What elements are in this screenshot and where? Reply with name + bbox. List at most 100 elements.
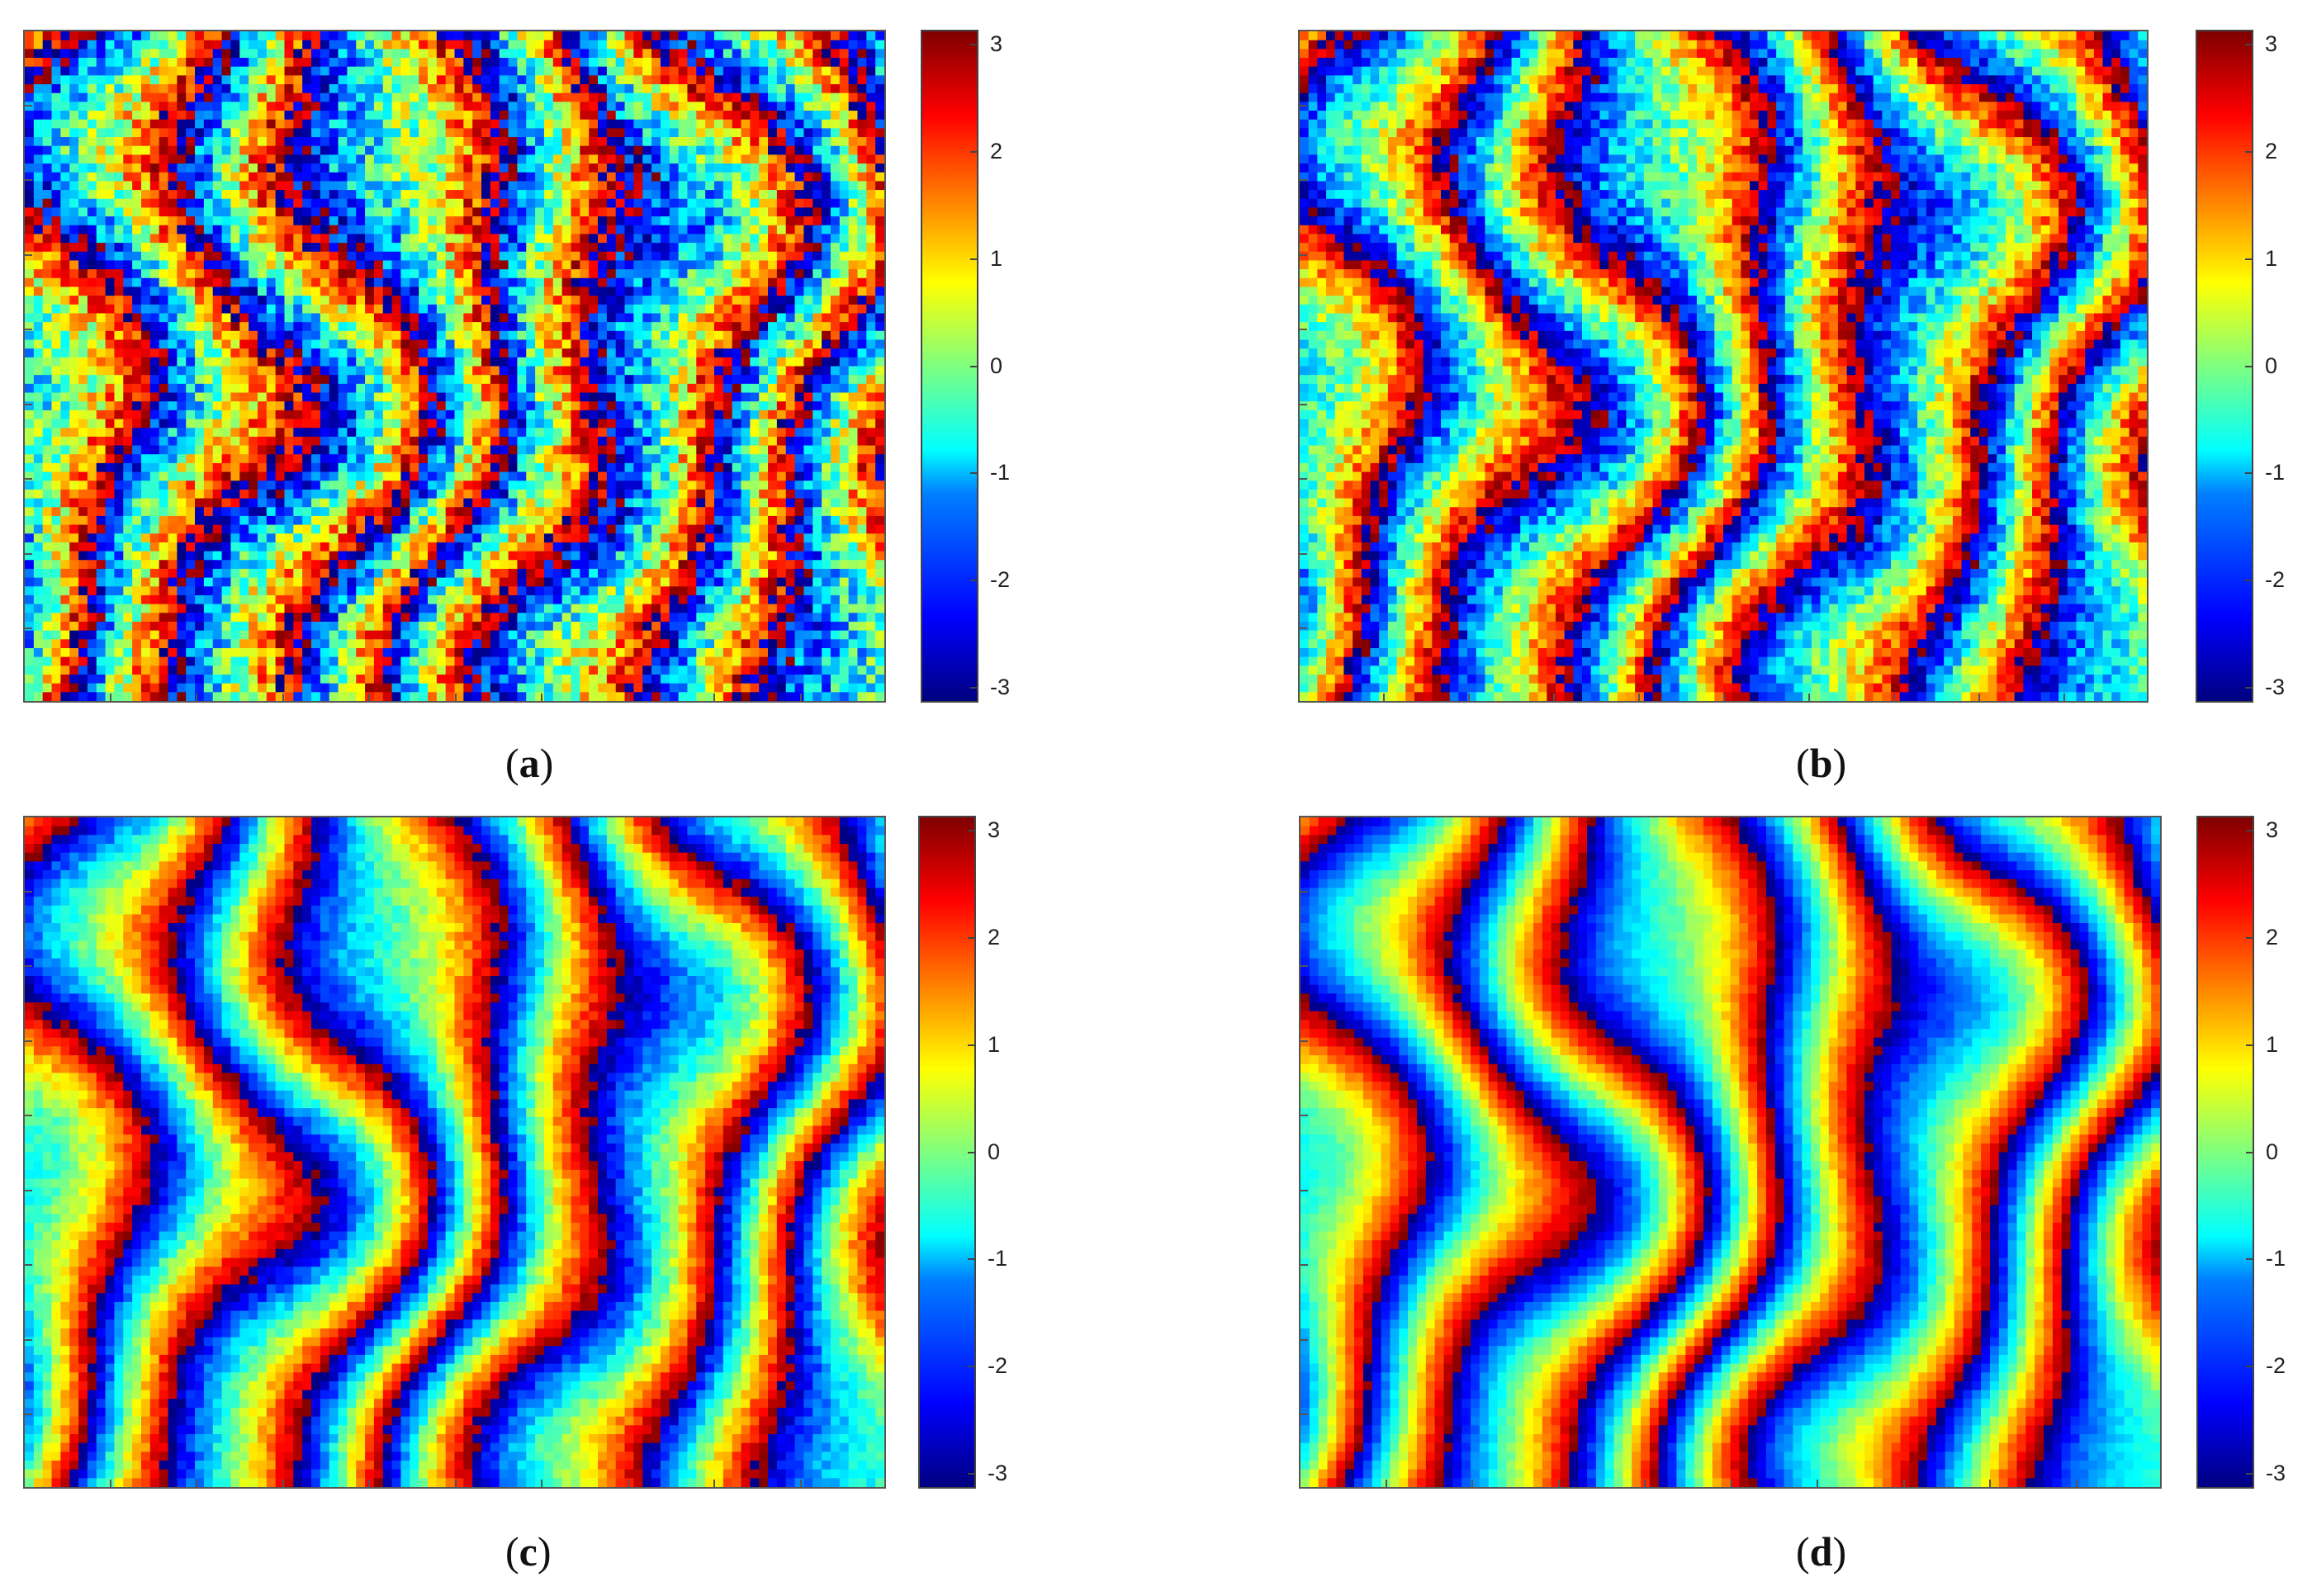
phase-cell [230, 58, 240, 68]
phase-cell [25, 260, 35, 270]
phase-cell [239, 260, 249, 270]
phase-cell [347, 287, 357, 296]
phase-cell [759, 154, 769, 164]
phase-cell [427, 251, 438, 262]
phase-cell [149, 410, 160, 420]
phase-cell [624, 313, 634, 323]
phase-cell [822, 234, 831, 244]
phase-cell [123, 419, 133, 429]
phase-cell [123, 119, 133, 129]
phase-cell [508, 66, 519, 76]
phase-cell [463, 419, 473, 429]
phase-cell [517, 154, 527, 164]
phase-cell [132, 119, 142, 129]
phase-cell [651, 330, 661, 341]
phase-cell [373, 410, 384, 420]
phase-cell [598, 260, 608, 270]
phase-cell [195, 401, 205, 411]
phase-cell [373, 357, 384, 367]
phase-cell [51, 198, 61, 209]
phase-cell [427, 322, 438, 332]
phase-cell [571, 75, 580, 85]
phase-cell [195, 366, 205, 376]
phase-cell [651, 225, 661, 235]
phase-cell [293, 190, 303, 200]
phase-cell [651, 234, 661, 244]
phase-cell [275, 410, 286, 420]
phase-cell [25, 75, 35, 85]
phase-cell [310, 58, 321, 68]
phase-cell [750, 58, 760, 68]
phase-cell [33, 357, 44, 367]
phase-cell [732, 207, 742, 217]
phase-cell [123, 277, 133, 288]
phase-cell [660, 40, 670, 50]
phase-cell [472, 234, 482, 244]
phase-cell [580, 190, 590, 200]
phase-cell [159, 154, 169, 164]
phase-cell [759, 392, 769, 402]
phase-cell [848, 137, 859, 147]
phase-cell [284, 375, 294, 385]
phase-cell [499, 137, 509, 147]
phase-cell [266, 410, 277, 420]
phase-cell [490, 58, 500, 68]
phase-cell [776, 137, 787, 147]
phase-cell [669, 49, 680, 59]
phase-cell [580, 287, 590, 296]
phase-cell [114, 296, 124, 305]
phase-cell [293, 102, 303, 111]
phase-cell [651, 296, 661, 305]
phase-cell [571, 462, 580, 473]
phase-cell [436, 145, 447, 155]
phase-cell [481, 181, 491, 191]
phase-cell [149, 454, 160, 464]
phase-cell [722, 401, 733, 411]
phase-cell [427, 401, 438, 411]
phase-cell [140, 145, 151, 155]
phase-cell [427, 428, 438, 438]
phase-cell [722, 66, 733, 76]
phase-cell [606, 313, 617, 323]
phase-cell [660, 366, 670, 376]
phase-cell [445, 445, 456, 455]
phase-cell [212, 277, 223, 288]
phase-cell [275, 471, 286, 481]
phase-cell [651, 313, 661, 323]
phase-cell [123, 471, 133, 481]
phase-cell [51, 339, 61, 349]
phase-cell [400, 366, 410, 376]
phase-cell [499, 260, 509, 270]
phase-cell [535, 481, 545, 490]
phase-cell [552, 348, 563, 358]
phase-cell [651, 410, 661, 420]
phase-cell [848, 243, 859, 253]
phase-cell [722, 436, 733, 447]
phase-cell [875, 339, 884, 349]
phase-cell [848, 296, 859, 305]
phase-cell [168, 225, 178, 235]
phase-cell [123, 172, 133, 182]
phase-cell [589, 75, 599, 85]
phase-cell [571, 322, 580, 332]
phase-cell [42, 419, 53, 429]
phase-cell [347, 251, 357, 262]
phase-cell [750, 322, 760, 332]
phase-cell [69, 339, 79, 349]
phase-cell [400, 392, 410, 402]
phase-cell [347, 260, 357, 270]
phase-cell [669, 462, 680, 473]
phase-cell [776, 111, 787, 121]
phase-cell [606, 128, 617, 138]
phase-cell [203, 216, 214, 226]
phase-cell [329, 190, 339, 200]
phase-cell [552, 269, 563, 279]
phase-cell [212, 111, 223, 121]
phase-cell [624, 348, 634, 358]
phase-cell [687, 366, 697, 376]
phase-cell [454, 49, 464, 59]
phase-cell [857, 436, 867, 447]
phase-cell [186, 339, 196, 349]
phase-cell [508, 58, 519, 68]
phase-cell [857, 410, 867, 420]
